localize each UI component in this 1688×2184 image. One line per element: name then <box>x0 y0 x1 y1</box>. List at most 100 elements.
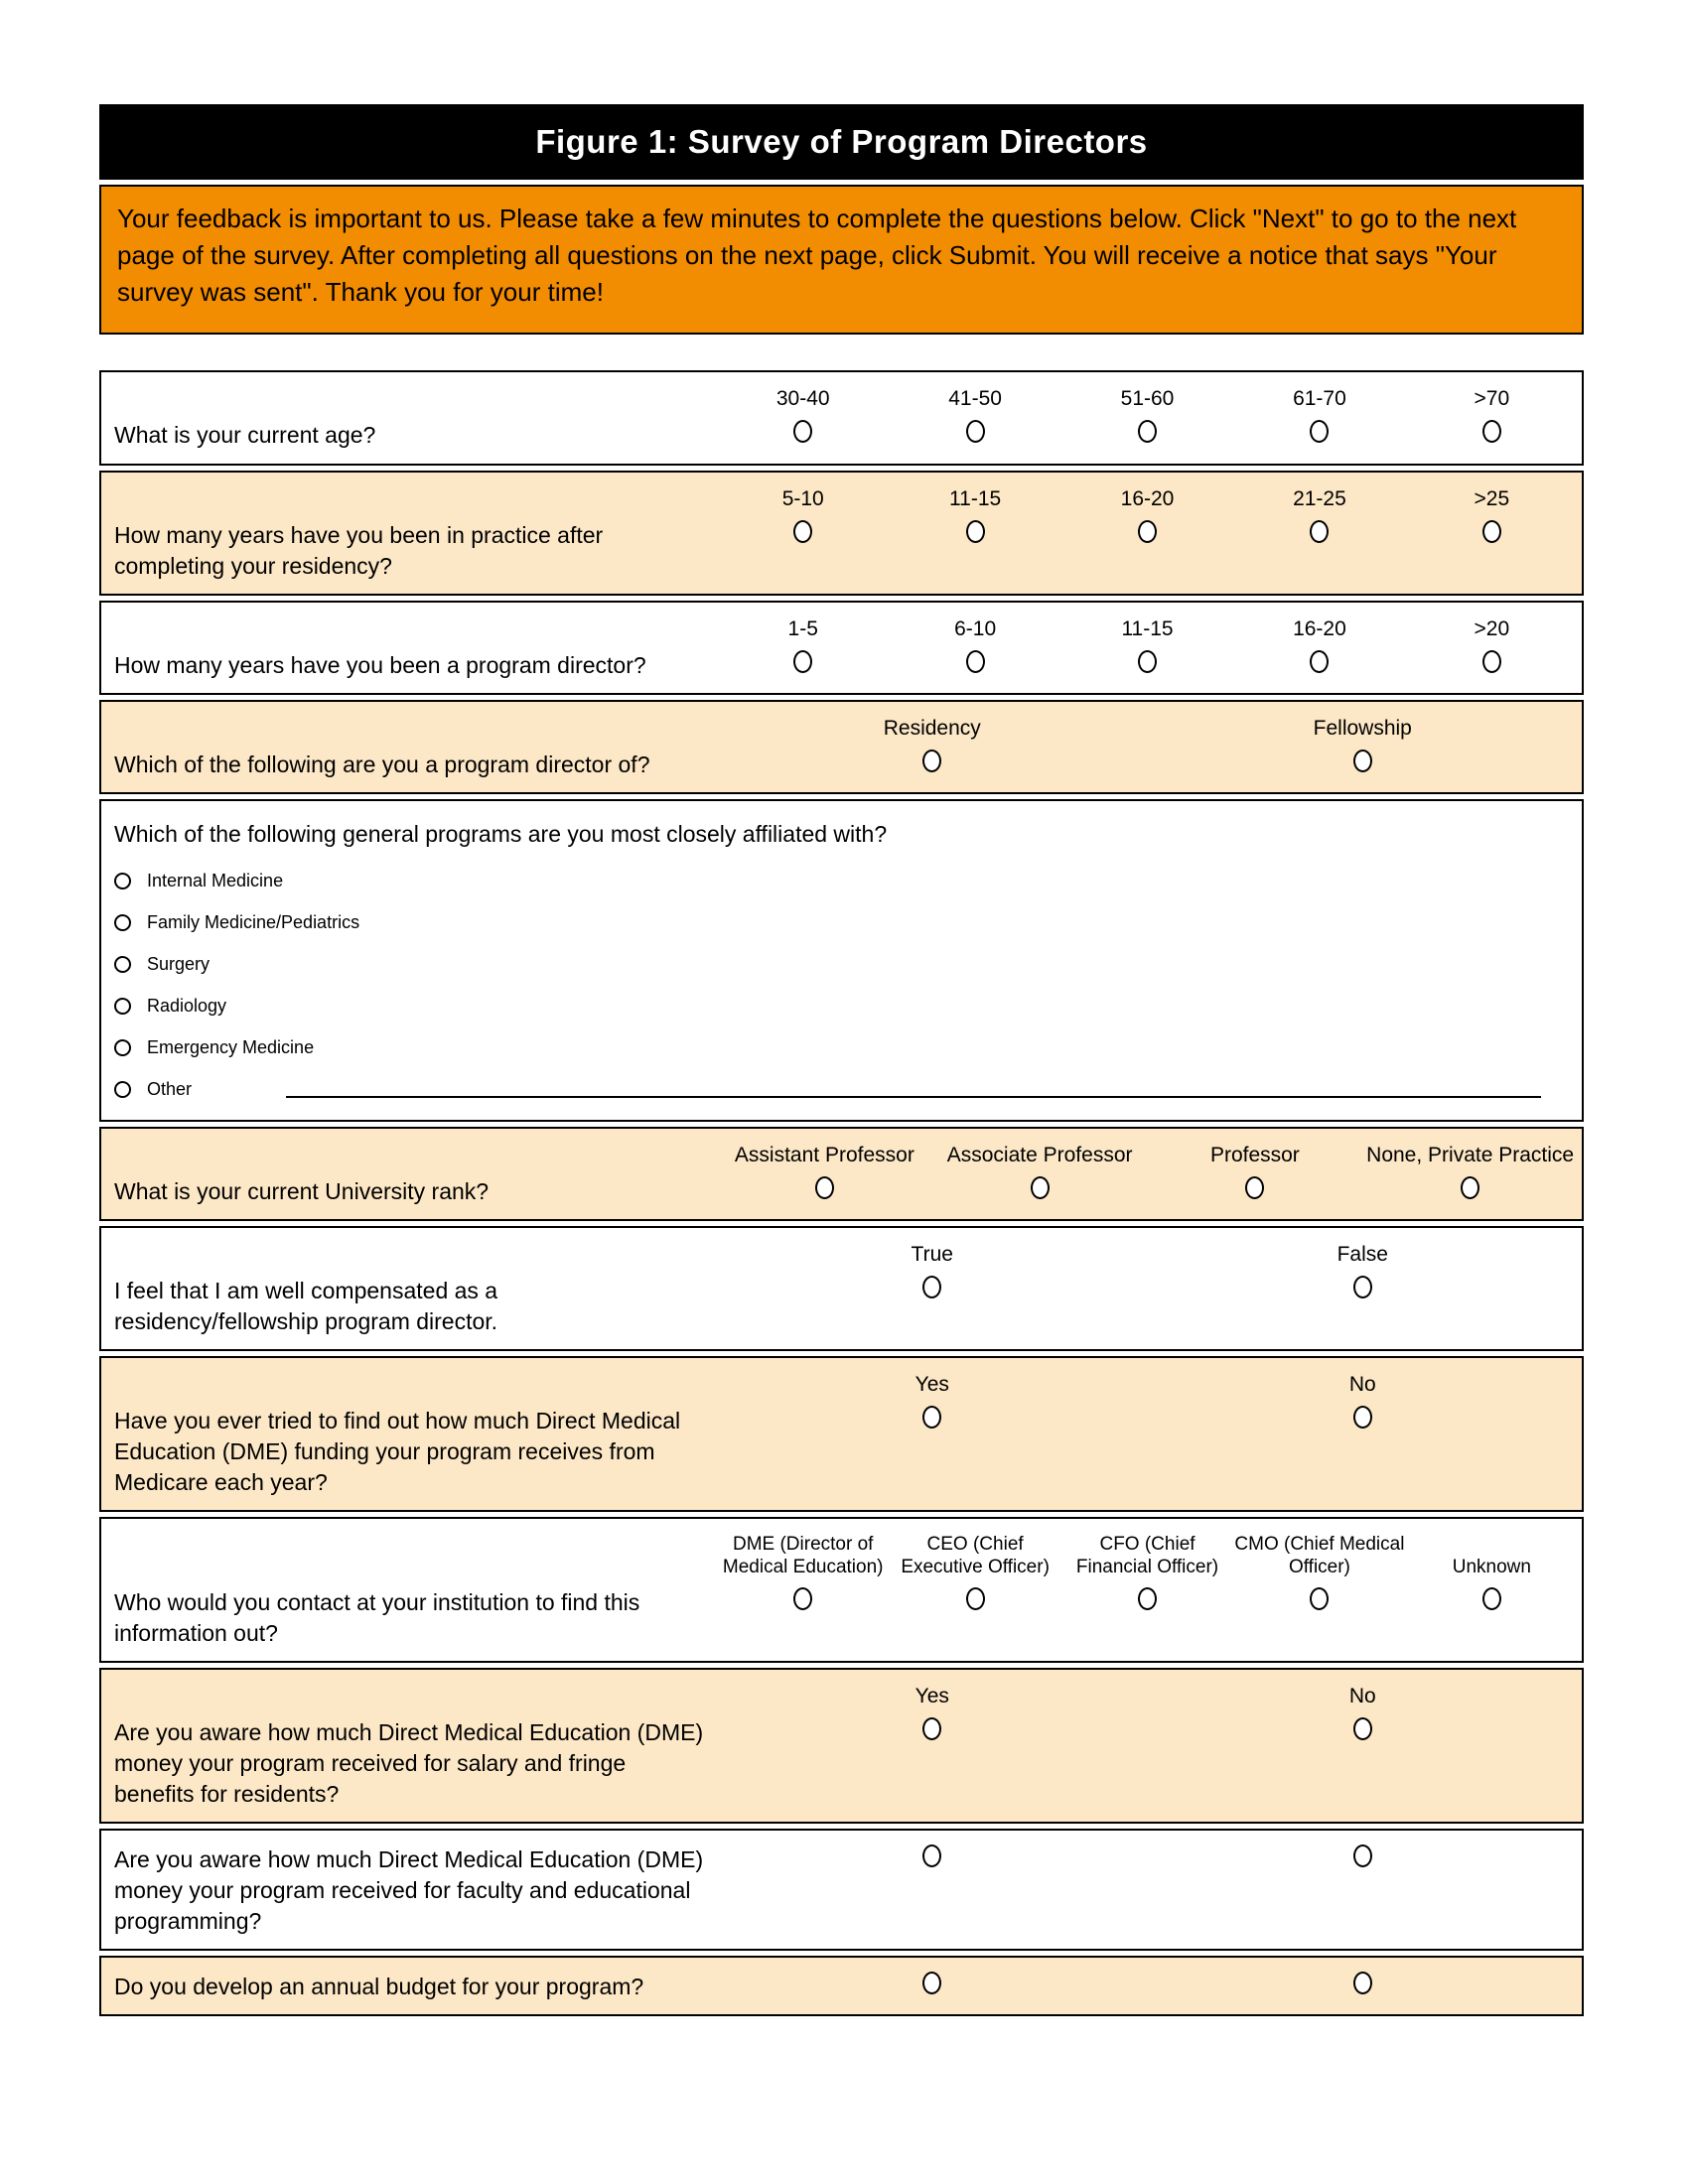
figure-title: Figure 1: Survey of Program Directors <box>535 123 1148 160</box>
option-columns: Yes No <box>717 1684 1582 1810</box>
option-label: 41-50 <box>948 387 1002 410</box>
option-label: Unknown <box>1452 1557 1531 1577</box>
radio-annual-budget-1[interactable] <box>1352 1972 1372 1994</box>
option-column-21-25: 21-25 <box>1233 486 1405 543</box>
question-row-contact-at-institution: Who would you contact at your institutio… <box>99 1517 1584 1663</box>
option-label: >25 <box>1474 487 1510 510</box>
option-column-false: False <box>1148 1242 1579 1298</box>
radio-years-program-director-3[interactable] <box>1310 650 1330 673</box>
question-row-university-rank: What is your current University rank? Ass… <box>99 1127 1584 1221</box>
radio-years-program-director-4[interactable] <box>1481 650 1501 673</box>
radio-years-in-practice-3[interactable] <box>1310 520 1330 543</box>
question-row-years-in-practice: How many years have you been in practice… <box>99 471 1584 596</box>
option-column-true: True <box>717 1242 1148 1298</box>
option-column-none-private-practice: None, Private Practice <box>1362 1143 1578 1199</box>
list-option-family-medicine-pediatrics: Family Medicine/Pediatrics <box>114 912 1569 933</box>
radio-university-rank-2[interactable] <box>1245 1176 1265 1199</box>
radio-university-rank-0[interactable] <box>814 1176 834 1199</box>
radio-university-rank-1[interactable] <box>1030 1176 1050 1199</box>
option-label: >70 <box>1474 387 1510 410</box>
radio-affiliated-program-2[interactable] <box>114 956 131 973</box>
list-option-other: Other <box>114 1079 1569 1100</box>
radio-affiliated-program-0[interactable] <box>114 873 131 889</box>
option-columns: DME (Director of Medical Education) CEO (… <box>717 1533 1582 1649</box>
question-text: How many years have you been a program d… <box>114 652 646 678</box>
radio-aware-dme-faculty-1[interactable] <box>1352 1844 1372 1867</box>
radio-aware-dme-salary-fringe-1[interactable] <box>1352 1717 1372 1740</box>
question-row-aware-dme-faculty: Are you aware how much Direct Medical Ed… <box>99 1829 1584 1951</box>
question-row-tried-dme-funding: Have you ever tried to find out how much… <box>99 1356 1584 1512</box>
option-label: Assistant Professor <box>734 1144 914 1166</box>
radio-contact-at-institution-2[interactable] <box>1138 1587 1158 1610</box>
radio-well-compensated-1[interactable] <box>1352 1276 1372 1298</box>
option-column-unknown: Unknown <box>1406 1533 1578 1610</box>
option-list: Internal Medicine Family Medicine/Pediatr… <box>114 871 1569 1100</box>
radio-contact-at-institution-4[interactable] <box>1481 1587 1501 1610</box>
question-text: What is your current University rank? <box>114 1178 490 1204</box>
option-label: Professor <box>1209 1144 1300 1166</box>
question-text: Who would you contact at your institutio… <box>114 1589 640 1646</box>
option-column-61-70: 61-70 <box>1233 386 1405 443</box>
radio-years-program-director-1[interactable] <box>965 650 985 673</box>
radio-contact-at-institution-0[interactable] <box>793 1587 813 1610</box>
option-column-25: >25 <box>1406 486 1578 543</box>
list-option-emergency-medicine: Emergency Medicine <box>114 1037 1569 1058</box>
radio-affiliated-program-4[interactable] <box>114 1039 131 1056</box>
option-column-yes: Yes <box>717 1372 1148 1429</box>
radio-tried-dme-funding-0[interactable] <box>922 1406 942 1429</box>
radio-years-program-director-2[interactable] <box>1138 650 1158 673</box>
radio-affiliated-program-3[interactable] <box>114 998 131 1015</box>
question-text: How many years have you been in practice… <box>114 522 604 579</box>
option-label: Residency <box>883 717 981 740</box>
radio-affiliated-program-5[interactable] <box>114 1081 131 1098</box>
option-columns: True False <box>717 1242 1582 1337</box>
radio-current-age-1[interactable] <box>965 420 985 443</box>
option-columns <box>717 1972 1582 2002</box>
option-column-11-15: 11-15 <box>1061 616 1233 673</box>
radio-years-program-director-0[interactable] <box>793 650 813 673</box>
option-columns: 30-40 41-50 51-60 61-70 >70 <box>717 386 1582 452</box>
option-column-ceo-chief-executive-officer: CEO (Chief Executive Officer) <box>889 1533 1060 1610</box>
radio-years-in-practice-2[interactable] <box>1138 520 1158 543</box>
radio-contact-at-institution-3[interactable] <box>1310 1587 1330 1610</box>
radio-years-in-practice-4[interactable] <box>1481 520 1501 543</box>
question-text: Are you aware how much Direct Medical Ed… <box>114 1846 704 1934</box>
question-text: Do you develop an annual budget for your… <box>114 1974 644 1999</box>
radio-contact-at-institution-1[interactable] <box>965 1587 985 1610</box>
radio-tried-dme-funding-1[interactable] <box>1352 1406 1372 1429</box>
radio-annual-budget-0[interactable] <box>922 1972 942 1994</box>
option-column-70: >70 <box>1406 386 1578 443</box>
option-label: Surgery <box>147 954 211 974</box>
radio-well-compensated-0[interactable] <box>922 1276 942 1298</box>
radio-aware-dme-faculty-0[interactable] <box>922 1844 942 1867</box>
option-label: Yes <box>914 1373 949 1396</box>
radio-years-in-practice-0[interactable] <box>793 520 813 543</box>
radio-affiliated-program-1[interactable] <box>114 914 131 931</box>
radio-current-age-4[interactable] <box>1481 420 1501 443</box>
other-fill-in-line[interactable] <box>286 1096 1541 1098</box>
option-column-no: No <box>1148 1684 1579 1740</box>
radio-current-age-3[interactable] <box>1310 420 1330 443</box>
option-column-6-10: 6-10 <box>889 616 1060 673</box>
radio-program-director-of-1[interactable] <box>1352 750 1372 772</box>
option-column-no: No <box>1148 1372 1579 1429</box>
radio-current-age-0[interactable] <box>793 420 813 443</box>
option-label: 11-15 <box>949 487 1002 510</box>
option-column-option <box>717 1844 1148 1867</box>
option-label: CMO (Chief Medical Officer) <box>1234 1534 1405 1577</box>
radio-current-age-2[interactable] <box>1138 420 1158 443</box>
radio-aware-dme-salary-fringe-0[interactable] <box>922 1717 942 1740</box>
option-label: >20 <box>1474 617 1510 640</box>
question-text: Which of the following are you a program… <box>114 751 650 777</box>
option-label: Family Medicine/Pediatrics <box>147 912 360 932</box>
radio-years-in-practice-1[interactable] <box>965 520 985 543</box>
option-column-30-40: 30-40 <box>717 386 889 443</box>
option-label: Emergency Medicine <box>147 1037 315 1057</box>
option-label: No <box>1348 1373 1376 1396</box>
figure-title-bar: Figure 1: Survey of Program Directors <box>99 104 1584 180</box>
option-label: CEO (Chief Executive Officer) <box>901 1534 1050 1577</box>
option-column-fellowship: Fellowship <box>1148 716 1579 772</box>
radio-program-director-of-0[interactable] <box>922 750 942 772</box>
radio-university-rank-3[interactable] <box>1461 1176 1480 1199</box>
